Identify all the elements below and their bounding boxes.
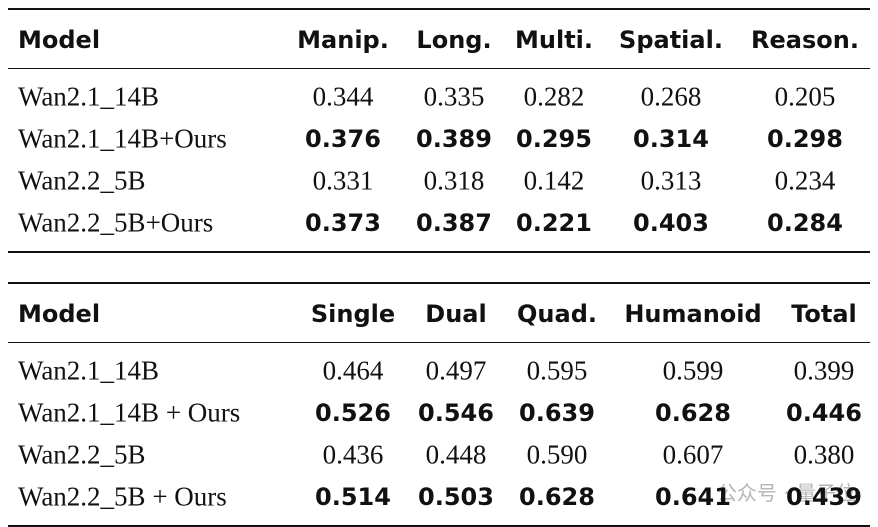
row-label: Wan2.2_5B+Ours xyxy=(18,207,214,238)
cell: 0.546 xyxy=(418,399,494,427)
cell: 0.335 xyxy=(423,81,485,112)
cell: 0.284 xyxy=(767,209,843,237)
header-cell: Humanoid xyxy=(624,300,762,328)
cell: 0.331 xyxy=(312,165,374,196)
header-cell: Model xyxy=(18,26,101,54)
header-cell: Dual xyxy=(425,300,487,328)
cell: 0.595 xyxy=(526,355,588,386)
mid-rule xyxy=(8,68,870,69)
cell: 0.268 xyxy=(640,81,702,112)
cell: 0.607 xyxy=(662,439,724,470)
cell: 0.389 xyxy=(416,125,492,153)
mid-rule xyxy=(8,342,870,343)
cell: 0.641 xyxy=(655,483,731,511)
row-label: Wan2.2_5B + Ours xyxy=(18,481,227,512)
cell: 0.639 xyxy=(519,399,595,427)
cell: 0.142 xyxy=(523,165,585,196)
top-rule xyxy=(8,8,870,10)
row-label: Wan2.1_14B + Ours xyxy=(18,397,241,428)
cell: 0.599 xyxy=(662,355,724,386)
row-label: Wan2.1_14B xyxy=(18,81,160,112)
cell: 0.628 xyxy=(655,399,731,427)
cell: 0.464 xyxy=(322,355,384,386)
cell: 0.282 xyxy=(523,81,585,112)
cell: 0.436 xyxy=(322,439,384,470)
cell: 0.380 xyxy=(793,439,855,470)
header-cell: Quad. xyxy=(517,300,597,328)
cell: 0.234 xyxy=(774,165,836,196)
cell: 0.376 xyxy=(305,125,381,153)
header-cell: Single xyxy=(310,300,396,328)
bottom-rule xyxy=(8,251,870,253)
cell: 0.205 xyxy=(774,81,836,112)
row-label: Wan2.2_5B xyxy=(18,165,146,196)
header-cell: Long. xyxy=(416,26,492,54)
header-cell: Manip. xyxy=(297,26,389,54)
cell: 0.318 xyxy=(423,165,485,196)
header-cell: Model xyxy=(18,300,101,328)
cell: 0.497 xyxy=(425,355,487,386)
header-cell: Total xyxy=(791,300,857,328)
row-label: Wan2.2_5B xyxy=(18,439,146,470)
cell: 0.314 xyxy=(633,125,709,153)
cell: 0.526 xyxy=(315,399,391,427)
cell: 0.313 xyxy=(640,165,702,196)
cell: 0.628 xyxy=(519,483,595,511)
top-rule xyxy=(8,282,870,284)
row-label: Wan2.1_14B+Ours xyxy=(18,123,227,154)
cell: 0.373 xyxy=(305,209,381,237)
row-label: Wan2.1_14B xyxy=(18,355,160,386)
header-cell: Multi. xyxy=(514,26,594,54)
cell: 0.590 xyxy=(526,439,588,470)
cell: 0.446 xyxy=(786,399,862,427)
cell: 0.387 xyxy=(416,209,492,237)
watermark: 公众号 · 量子位 xyxy=(716,481,856,505)
header-cell: Reason. xyxy=(751,26,859,54)
cell: 0.399 xyxy=(793,355,855,386)
cell: 0.298 xyxy=(767,125,843,153)
cell: 0.403 xyxy=(633,209,709,237)
header-cell: Spatial. xyxy=(619,26,723,54)
cell: 0.221 xyxy=(516,209,592,237)
cell: 0.295 xyxy=(516,125,592,153)
cell: 0.503 xyxy=(418,483,494,511)
cell: 0.448 xyxy=(425,439,487,470)
cell: 0.439 xyxy=(786,483,862,511)
cell: 0.344 xyxy=(312,81,374,112)
cell: 0.514 xyxy=(315,483,391,511)
